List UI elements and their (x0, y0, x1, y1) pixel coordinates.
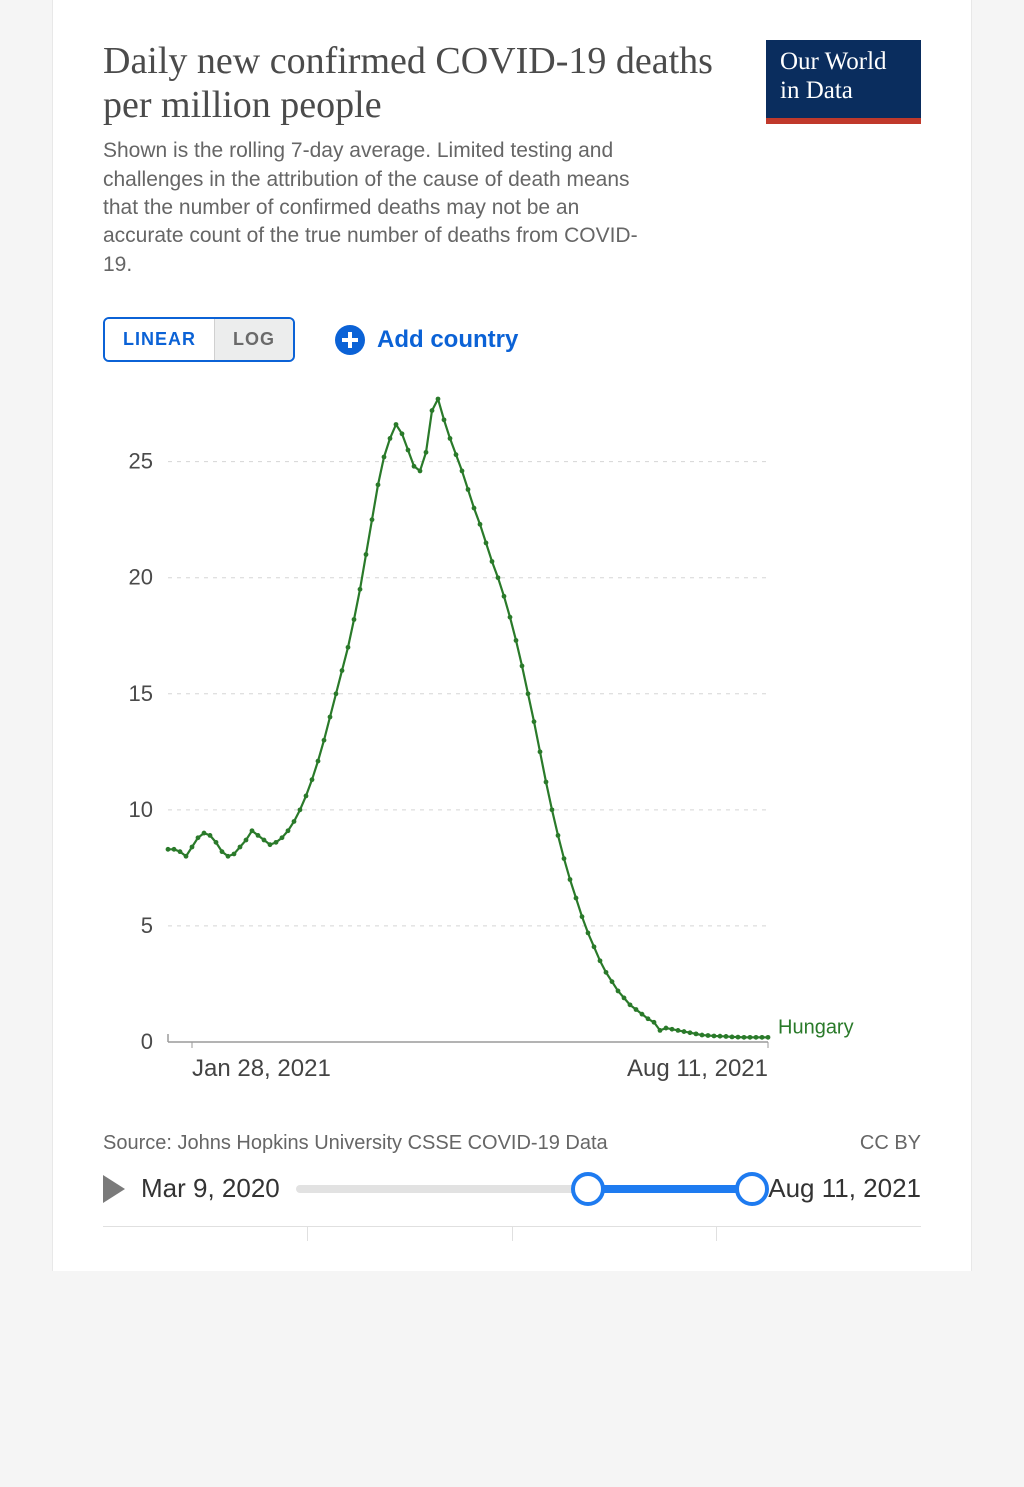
scale-log-button[interactable]: LOG (214, 319, 293, 360)
plus-icon (335, 325, 365, 355)
scale-toggle: LINEAR LOG (103, 317, 295, 362)
chart-card: Daily new confirmed COVID-19 deaths per … (52, 0, 972, 1271)
owid-logo-text: Our World in Data (766, 40, 921, 118)
source-text: Source: Johns Hopkins University CSSE CO… (103, 1132, 608, 1155)
svg-text:Hungary: Hungary (778, 1016, 854, 1038)
tab-item[interactable] (717, 1227, 921, 1241)
title-block: Daily new confirmed COVID-19 deaths per … (103, 40, 736, 279)
owid-logo[interactable]: Our World in Data (766, 40, 921, 124)
owid-logo-line1: Our World (780, 48, 887, 75)
svg-text:Aug 11, 2021: Aug 11, 2021 (627, 1055, 768, 1082)
svg-text:25: 25 (129, 449, 153, 474)
svg-text:10: 10 (129, 797, 153, 822)
svg-text:Jan 28, 2021: Jan 28, 2021 (192, 1055, 331, 1082)
line-chart-svg: 0 5 10 15 20 25 Jan 28, 2021 Aug 11, 2021 Hungar… (103, 372, 883, 1102)
license-text: CC BY (860, 1132, 921, 1155)
timeline-handle-end[interactable] (735, 1172, 769, 1206)
timeline-fill (588, 1185, 752, 1193)
chart-area: 0 5 10 15 20 25 Jan 28, 2021 Aug 11, 2021 Hungar… (103, 372, 921, 1107)
svg-text:0: 0 (141, 1029, 153, 1054)
chart-subtitle: Shown is the rolling 7-day average. Limi… (103, 137, 663, 279)
add-country-label: Add country (377, 326, 518, 354)
play-icon[interactable] (103, 1175, 125, 1203)
scale-linear-button[interactable]: LINEAR (105, 319, 214, 360)
timeline-handle-start[interactable] (571, 1172, 605, 1206)
svg-text:5: 5 (141, 913, 153, 938)
footer-row: Source: Johns Hopkins University CSSE CO… (103, 1132, 921, 1155)
controls-row: LINEAR LOG Add country (103, 317, 921, 362)
svg-text:15: 15 (129, 681, 153, 706)
timeline-track[interactable] (296, 1185, 752, 1193)
owid-logo-line2: in Data (780, 77, 853, 104)
header-row: Daily new confirmed COVID-19 deaths per … (103, 40, 921, 279)
tab-strip (103, 1226, 921, 1241)
timeline-start-label: Mar 9, 2020 (141, 1173, 280, 1204)
timeline-end-label: Aug 11, 2021 (768, 1173, 921, 1204)
tab-item[interactable] (103, 1227, 308, 1241)
tab-item[interactable] (513, 1227, 718, 1241)
chart-title: Daily new confirmed COVID-19 deaths per … (103, 40, 736, 127)
timeline: Mar 9, 2020 Aug 11, 2021 (103, 1173, 921, 1204)
tab-item[interactable] (308, 1227, 513, 1241)
add-country-button[interactable]: Add country (335, 325, 518, 355)
svg-text:20: 20 (129, 565, 153, 590)
owid-logo-bar (766, 118, 921, 124)
